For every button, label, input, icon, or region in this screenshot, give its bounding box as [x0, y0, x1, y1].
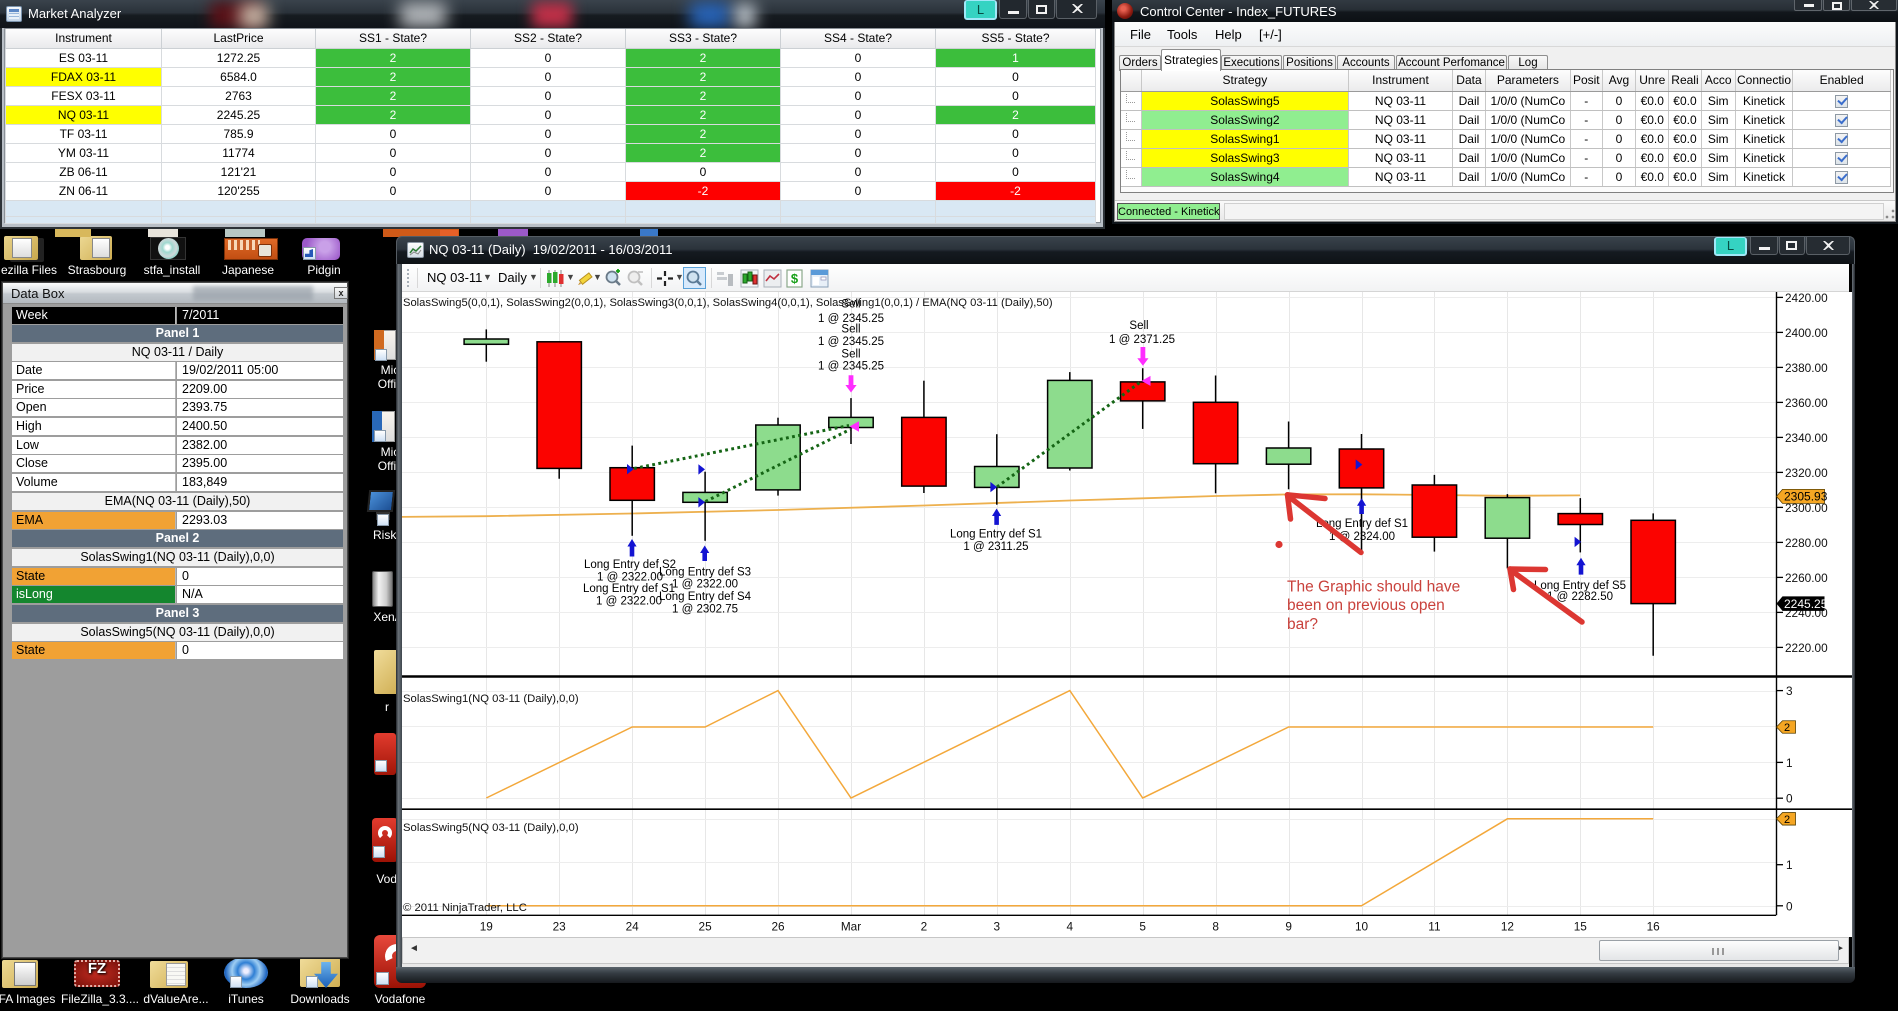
svg-text:The Graphic should have: The Graphic should have	[1287, 579, 1460, 596]
svg-text:3: 3	[994, 920, 1001, 934]
svg-text:1 @ 2371.25: 1 @ 2371.25	[1109, 334, 1175, 346]
svg-text:SolasSwing5(NQ 03-11 (Daily),0: SolasSwing5(NQ 03-11 (Daily),0,0)	[403, 822, 579, 834]
svg-text:Long Entry def S4: Long Entry def S4	[659, 591, 752, 603]
svg-text:2320.00: 2320.00	[1785, 466, 1828, 480]
svg-text:10: 10	[1355, 920, 1369, 934]
svg-text:15: 15	[1574, 920, 1588, 934]
svg-text:Sell: Sell	[841, 349, 860, 361]
svg-text:1 @ 2345.25: 1 @ 2345.25	[818, 361, 884, 373]
svg-text:1: 1	[1786, 756, 1793, 770]
svg-text:Long Entry def S2: Long Entry def S2	[584, 559, 676, 571]
svg-text:Mar: Mar	[841, 920, 861, 934]
svg-text:12: 12	[1501, 920, 1514, 934]
svg-text:Long Entry def S3: Long Entry def S3	[659, 567, 751, 579]
svg-text:© 2011 NinjaTrader, LLC: © 2011 NinjaTrader, LLC	[403, 902, 527, 914]
svg-text:25: 25	[699, 920, 713, 934]
svg-text:4: 4	[1067, 920, 1074, 934]
svg-text:19: 19	[480, 920, 493, 934]
svg-text:2360.00: 2360.00	[1785, 396, 1828, 410]
svg-text:5: 5	[1139, 920, 1146, 934]
svg-text:been on previous open: been on previous open	[1287, 597, 1445, 614]
svg-text:0: 0	[1786, 792, 1793, 806]
svg-text:2280.00: 2280.00	[1785, 536, 1828, 550]
svg-text:2400.00: 2400.00	[1785, 326, 1828, 340]
svg-text:1 @ 2322.00: 1 @ 2322.00	[596, 596, 662, 608]
svg-text:23: 23	[553, 920, 567, 934]
svg-text:2380.00: 2380.00	[1785, 361, 1828, 375]
svg-text:2: 2	[1784, 722, 1790, 734]
svg-text:Sell: Sell	[841, 299, 860, 311]
svg-text:2305.93: 2305.93	[1784, 490, 1828, 504]
svg-text:1 @ 2311.25: 1 @ 2311.25	[963, 541, 1028, 553]
svg-text:11: 11	[1428, 920, 1440, 934]
svg-text:16: 16	[1647, 920, 1661, 934]
svg-text:1 @ 2345.25: 1 @ 2345.25	[818, 313, 884, 325]
svg-text:Long Entry def S1: Long Entry def S1	[1316, 518, 1408, 530]
svg-text:1 @ 2282.50: 1 @ 2282.50	[1547, 591, 1613, 603]
svg-text:1 @ 2322.00: 1 @ 2322.00	[597, 572, 663, 584]
svg-text:2: 2	[921, 920, 928, 934]
svg-text:1: 1	[1786, 858, 1793, 872]
svg-text:9: 9	[1285, 920, 1292, 934]
svg-text:1 @ 2345.25: 1 @ 2345.25	[818, 336, 884, 348]
svg-text:Long Entry def S1: Long Entry def S1	[950, 529, 1042, 541]
svg-text:2245.25: 2245.25	[1784, 597, 1828, 611]
svg-text:2340.00: 2340.00	[1785, 431, 1828, 445]
svg-text:24: 24	[626, 920, 640, 934]
svg-text:2220.00: 2220.00	[1785, 641, 1828, 655]
svg-text:$: $	[791, 271, 799, 286]
svg-text:2: 2	[1784, 814, 1790, 826]
svg-text:8: 8	[1212, 920, 1219, 934]
svg-text:0: 0	[1786, 899, 1793, 913]
svg-text:Sell: Sell	[1129, 320, 1148, 332]
svg-text:Sell: Sell	[841, 323, 860, 335]
svg-text:2300.00: 2300.00	[1785, 501, 1828, 515]
svg-text:bar?: bar?	[1287, 616, 1318, 633]
svg-text:3: 3	[1786, 684, 1793, 698]
svg-text:Long Entry def S1: Long Entry def S1	[583, 583, 675, 595]
svg-text:26: 26	[771, 920, 785, 934]
svg-text:SolasSwing1(NQ 03-11 (Daily),0: SolasSwing1(NQ 03-11 (Daily),0,0)	[403, 693, 579, 705]
svg-text:1 @ 2322.00: 1 @ 2322.00	[672, 579, 738, 591]
svg-text:2420.00: 2420.00	[1785, 292, 1828, 305]
svg-text:SolasSwing5(0,0,1), SolasSwing: SolasSwing5(0,0,1), SolasSwing2(0,0,1), …	[403, 297, 1053, 309]
svg-text:Long Entry def S5: Long Entry def S5	[1534, 580, 1626, 592]
svg-text:2260.00: 2260.00	[1785, 571, 1828, 585]
svg-text:1 @ 2302.75: 1 @ 2302.75	[672, 603, 738, 615]
